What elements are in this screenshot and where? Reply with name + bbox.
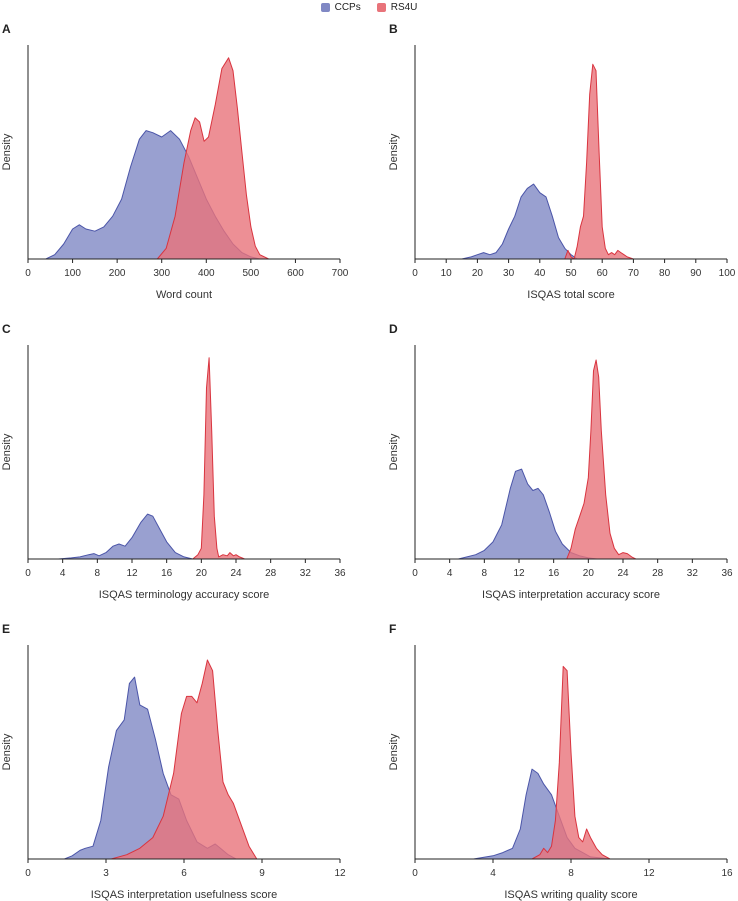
density-area-rs4u-a — [156, 57, 270, 260]
x-axis-label-e: ISQAS interpretation usefulness score — [91, 889, 277, 901]
x-tick-label-a: 200 — [109, 268, 126, 279]
x-tick-label-d: 16 — [548, 568, 560, 579]
density-area-ccps-b — [461, 183, 578, 260]
x-tick-label-b: 20 — [472, 268, 484, 279]
x-tick-label-d: 4 — [447, 568, 453, 579]
x-tick-label-f: 4 — [490, 868, 496, 879]
x-tick-label-c: 8 — [95, 568, 101, 579]
x-tick-label-d: 28 — [652, 568, 664, 579]
x-tick-label-e: 12 — [334, 868, 346, 879]
x-tick-label-f: 8 — [568, 868, 574, 879]
x-tick-label-a: 100 — [64, 268, 81, 279]
x-tick-label-b: 90 — [690, 268, 702, 279]
x-tick-label-a: 300 — [153, 268, 170, 279]
x-tick-label-d: 8 — [482, 568, 488, 579]
x-tick-label-d: 0 — [412, 568, 418, 579]
x-tick-label-d: 24 — [617, 568, 629, 579]
x-tick-label-d: 32 — [687, 568, 699, 579]
panel-letter-c: C — [2, 322, 11, 336]
x-tick-label-f: 0 — [412, 868, 418, 879]
density-area-rs4u-b — [564, 63, 634, 260]
legend-label-rs4u: RS4U — [390, 1, 418, 13]
legend-item-ccps: CCPs — [320, 1, 361, 13]
x-tick-label-a: 600 — [287, 268, 304, 279]
density-area-rs4u-f — [531, 665, 611, 860]
panel-letter-a: A — [2, 22, 11, 36]
x-tick-label-b: 80 — [659, 268, 671, 279]
x-tick-label-c: 4 — [60, 568, 66, 579]
x-tick-label-c: 24 — [230, 568, 242, 579]
x-tick-label-c: 0 — [25, 568, 31, 579]
x-tick-label-c: 36 — [334, 568, 346, 579]
x-tick-label-b: 60 — [597, 268, 609, 279]
x-tick-label-a: 700 — [332, 268, 349, 279]
x-axis-label-b: ISQAS total score — [527, 289, 614, 301]
panel-f: F 0 4 8 12 16 ISQAS writing quality score Densi… — [388, 622, 733, 901]
legend-label-ccps: CCPs — [334, 1, 361, 13]
x-axis-label-a: Word count — [156, 289, 212, 301]
x-tick-label-a: 0 — [25, 268, 31, 279]
x-tick-label-c: 12 — [126, 568, 138, 579]
x-axis-label-c: ISQAS terminology accuracy score — [99, 589, 270, 601]
x-axis-label-f: ISQAS writing quality score — [504, 889, 637, 901]
density-area-rs4u-e — [110, 659, 258, 860]
panel-letter-d: D — [389, 322, 398, 336]
x-tick-label-f: 16 — [721, 868, 733, 879]
x-tick-label-f: 12 — [643, 868, 655, 879]
panel-b: B 0 10 20 30 40 50 60 70 80 90 100 ISQAS total score… — [388, 22, 736, 301]
x-tick-label-c: 16 — [161, 568, 173, 579]
x-tick-label-c: 20 — [196, 568, 208, 579]
x-tick-label-d: 36 — [721, 568, 733, 579]
panel-d: D 0 4 8 12 16 20 24 28 32 36 ISQAS interpretation a… — [388, 322, 733, 601]
legend-item-rs4u: RS4U — [376, 1, 418, 13]
density-area-rs4u-c — [192, 357, 246, 560]
x-tick-label-e: 9 — [259, 868, 265, 879]
y-axis-label-c: Density — [1, 433, 13, 470]
x-tick-label-b: 40 — [534, 268, 546, 279]
x-tick-label-b: 0 — [412, 268, 418, 279]
x-tick-label-b: 100 — [719, 268, 736, 279]
y-axis-label-b: Density — [388, 133, 400, 170]
x-tick-label-e: 6 — [181, 868, 187, 879]
x-tick-label-b: 10 — [441, 268, 453, 279]
legend: CCPs RS4U — [0, 0, 738, 14]
x-tick-label-a: 400 — [198, 268, 215, 279]
x-tick-label-b: 70 — [628, 268, 640, 279]
x-tick-label-d: 20 — [583, 568, 595, 579]
x-tick-label-d: 12 — [513, 568, 525, 579]
panel-letter-f: F — [389, 622, 396, 636]
legend-swatch-rs4u — [376, 2, 386, 12]
x-tick-label-e: 3 — [103, 868, 109, 879]
panel-letter-b: B — [389, 22, 398, 36]
panel-c: C 0 4 8 12 16 20 24 28 32 36 ISQAS terminology accu… — [1, 322, 346, 601]
x-tick-label-a: 500 — [243, 268, 260, 279]
y-axis-label-e: Density — [1, 733, 13, 770]
density-area-rs4u-d — [566, 359, 637, 560]
x-tick-label-b: 50 — [565, 268, 577, 279]
x-tick-label-b: 30 — [503, 268, 515, 279]
legend-swatch-ccps — [320, 2, 330, 12]
y-axis-label-f: Density — [388, 733, 400, 770]
x-tick-label-c: 32 — [300, 568, 312, 579]
density-area-ccps-c — [57, 513, 194, 560]
y-axis-label-d: Density — [388, 433, 400, 470]
x-tick-label-e: 0 — [25, 868, 31, 879]
panel-e: E 0 3 6 9 12 ISQAS interpretation usefulness s… — [1, 622, 346, 901]
y-axis-label-a: Density — [1, 133, 13, 170]
x-tick-label-c: 28 — [265, 568, 277, 579]
x-axis-label-d: ISQAS interpretation accuracy score — [482, 589, 660, 601]
panel-letter-e: E — [2, 622, 10, 636]
panel-a: A 0 100 200 300 400 500 600 700 Word count Density — [1, 22, 349, 301]
